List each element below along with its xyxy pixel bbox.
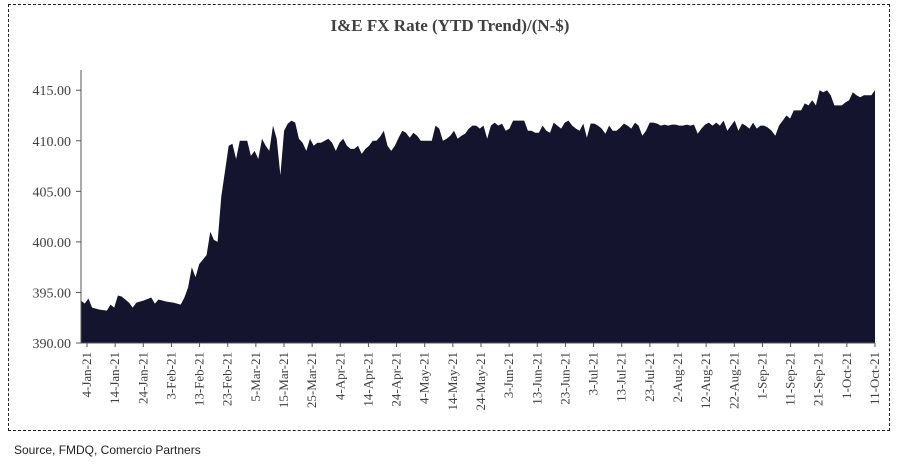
x-tick-label: 11-Sep-21 bbox=[783, 352, 798, 406]
x-tick-label: 13-Feb-21 bbox=[192, 352, 207, 406]
x-tick-label: 23-Jul-21 bbox=[642, 352, 657, 402]
x-tick-label: 21-Sep-21 bbox=[811, 352, 826, 406]
series-area bbox=[81, 90, 875, 343]
x-tick-label: 5-Mar-21 bbox=[248, 352, 263, 402]
x-tick-label: 24-Jan-21 bbox=[135, 352, 150, 404]
source-note: Source, FMDQ, Comercio Partners bbox=[14, 443, 201, 457]
x-tick-label: 13-Jun-21 bbox=[529, 352, 544, 405]
x-tick-label: 3-Jul-21 bbox=[586, 352, 601, 395]
x-tick-label: 14-May-21 bbox=[445, 352, 460, 411]
chart-canvas: I&E FX Rate (YTD Trend)/(N-$) 390.00 395.… bbox=[33, 16, 883, 411]
x-tick-label: 13-Jul-21 bbox=[614, 352, 629, 402]
y-tick-label: 400.00 bbox=[33, 236, 72, 251]
x-tick-label: 14-Jan-21 bbox=[107, 352, 122, 404]
chart-frame bbox=[8, 4, 890, 431]
axes: 390.00 395.00 400.00 405.00 410.00 415.00 4-Ja… bbox=[33, 70, 882, 411]
chart-title: I&E FX Rate (YTD Trend)/(N-$) bbox=[331, 16, 570, 35]
x-tick-label: 3-Feb-21 bbox=[163, 352, 178, 400]
x-tick-label: 22-Aug-21 bbox=[726, 352, 741, 409]
x-tick-label: 25-Mar-21 bbox=[304, 352, 319, 408]
x-tick-label: 1-Oct-21 bbox=[839, 352, 854, 399]
plot-area bbox=[81, 90, 875, 343]
x-tick-label: 4-May-21 bbox=[417, 352, 432, 404]
x-tick-label: 12-Aug-21 bbox=[698, 352, 713, 409]
x-tick-label: 4-Jan-21 bbox=[79, 352, 94, 398]
x-tick-label: 23-Jun-21 bbox=[557, 352, 572, 405]
y-tick-label: 390.00 bbox=[33, 337, 72, 352]
x-tick-label: 11-Oct-21 bbox=[867, 352, 882, 405]
x-tick-label: 23-Feb-21 bbox=[220, 352, 235, 406]
y-tick-label: 395.00 bbox=[33, 286, 72, 301]
y-tick-label: 405.00 bbox=[33, 185, 72, 200]
x-tick-label: 15-Mar-21 bbox=[276, 352, 291, 408]
x-tick-label: 1-Sep-21 bbox=[754, 352, 769, 400]
x-tick-label: 24-Apr-21 bbox=[389, 352, 404, 407]
x-tick-label: 4-Apr-21 bbox=[332, 352, 347, 400]
x-tick-label: 24-May-21 bbox=[473, 352, 488, 411]
y-tick-label: 410.00 bbox=[33, 135, 72, 150]
y-tick-label: 415.00 bbox=[33, 84, 72, 99]
x-tick-label: 14-Apr-21 bbox=[360, 352, 375, 407]
x-tick-label: 2-Aug-21 bbox=[670, 352, 685, 403]
x-tick-label: 3-Jun-21 bbox=[501, 352, 516, 398]
